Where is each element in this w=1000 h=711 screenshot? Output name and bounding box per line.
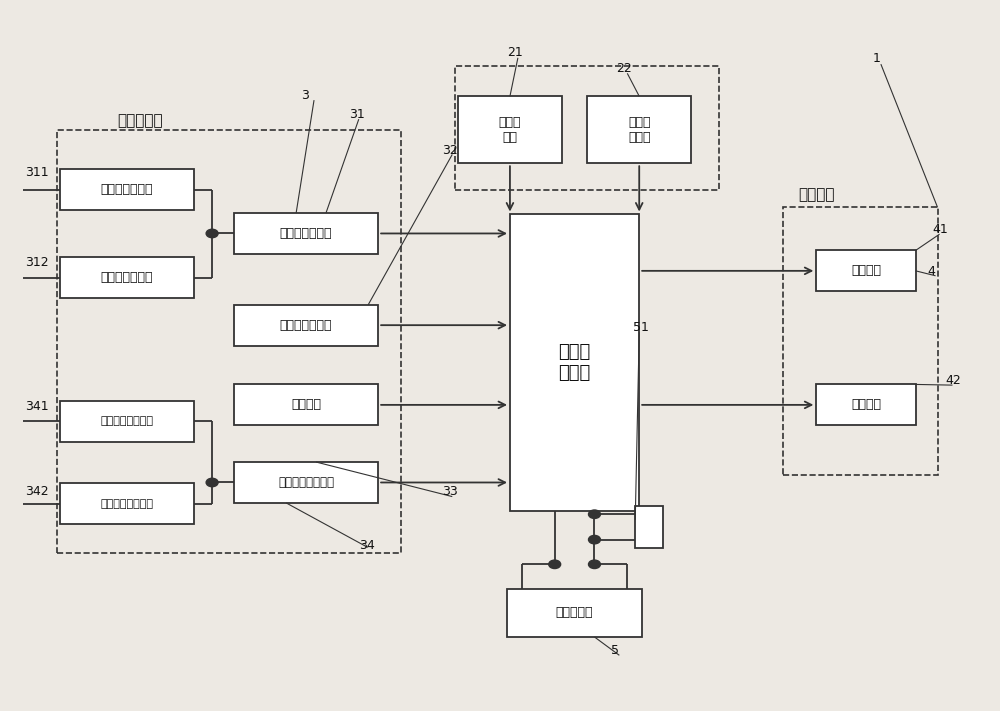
Text: 22: 22 <box>616 62 632 75</box>
Text: 升降油缸: 升降油缸 <box>851 264 881 277</box>
Text: 33: 33 <box>442 485 458 498</box>
Text: 342: 342 <box>25 485 48 498</box>
Bar <box>510 215 639 510</box>
Bar <box>455 66 719 190</box>
Text: 油缸位置传感器: 油缸位置传感器 <box>280 227 332 240</box>
Bar <box>783 208 938 476</box>
Text: 4: 4 <box>928 265 935 278</box>
Text: 1: 1 <box>873 52 881 65</box>
Bar <box>60 400 194 442</box>
Text: 31: 31 <box>349 108 365 122</box>
Bar <box>60 483 194 524</box>
Text: 41: 41 <box>933 223 948 235</box>
Text: 51: 51 <box>633 321 649 334</box>
Bar <box>458 96 562 164</box>
Text: 倾斜油缸传感器: 倾斜油缸传感器 <box>101 272 153 284</box>
Text: 34: 34 <box>359 539 375 552</box>
Circle shape <box>206 479 218 487</box>
Text: 驱动组件: 驱动组件 <box>798 187 835 202</box>
Text: 3: 3 <box>301 89 309 102</box>
Text: 升降油缸传感器: 升降油缸传感器 <box>101 183 153 196</box>
Bar <box>635 506 663 548</box>
Text: 升降阀压力传感器: 升降阀压力传感器 <box>101 416 154 426</box>
Text: 42: 42 <box>946 374 961 387</box>
Circle shape <box>589 535 600 544</box>
Bar <box>234 385 378 425</box>
Bar <box>234 213 378 254</box>
Circle shape <box>589 560 600 569</box>
Text: 5: 5 <box>611 644 619 658</box>
Text: 液压阀压力传感器: 液压阀压力传感器 <box>278 476 334 489</box>
Circle shape <box>206 229 218 237</box>
Bar <box>816 250 916 292</box>
Bar <box>587 96 691 164</box>
Text: 车身倾角传感器: 车身倾角传感器 <box>280 319 332 331</box>
Text: 312: 312 <box>25 257 48 269</box>
Circle shape <box>549 560 561 569</box>
Bar <box>234 305 378 346</box>
Text: 松土器
控制器: 松土器 控制器 <box>558 343 591 382</box>
Text: 311: 311 <box>25 166 48 179</box>
Bar <box>57 130 401 553</box>
Bar <box>60 169 194 210</box>
Bar <box>816 385 916 425</box>
Bar <box>234 462 378 503</box>
Text: 倾斜阀压力传感器: 倾斜阀压力传感器 <box>101 498 154 508</box>
Bar <box>507 589 642 637</box>
Text: 21: 21 <box>507 46 523 59</box>
Text: 整车控制器: 整车控制器 <box>556 606 593 619</box>
Text: 松土器
手柄: 松土器 手柄 <box>499 116 521 144</box>
Text: 自动控
制开关: 自动控 制开关 <box>628 116 650 144</box>
Text: 测速雷达: 测速雷达 <box>291 398 321 412</box>
Text: 倾斜油缸: 倾斜油缸 <box>851 398 881 412</box>
Text: 341: 341 <box>25 400 48 413</box>
Circle shape <box>589 510 600 518</box>
Text: 传感器组件: 传感器组件 <box>117 113 163 129</box>
Bar <box>60 257 194 299</box>
Text: 32: 32 <box>442 144 458 156</box>
